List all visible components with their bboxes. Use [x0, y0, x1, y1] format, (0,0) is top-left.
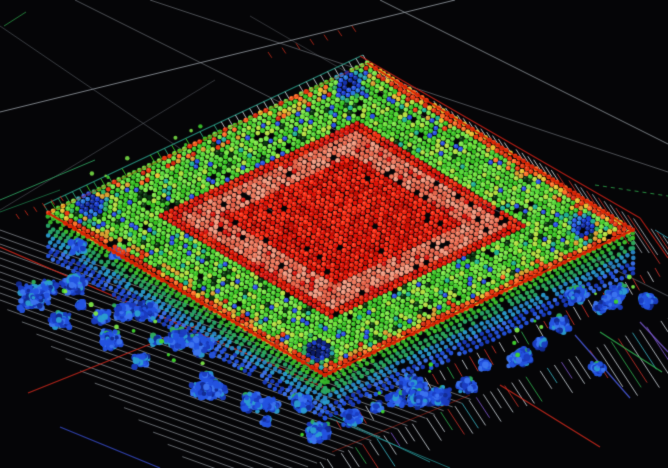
screen: { "viewport": { "width": 668, "height": … [0, 0, 668, 468]
simulation-viewport [0, 0, 668, 468]
3d-particle-render-canvas[interactable] [0, 0, 668, 468]
